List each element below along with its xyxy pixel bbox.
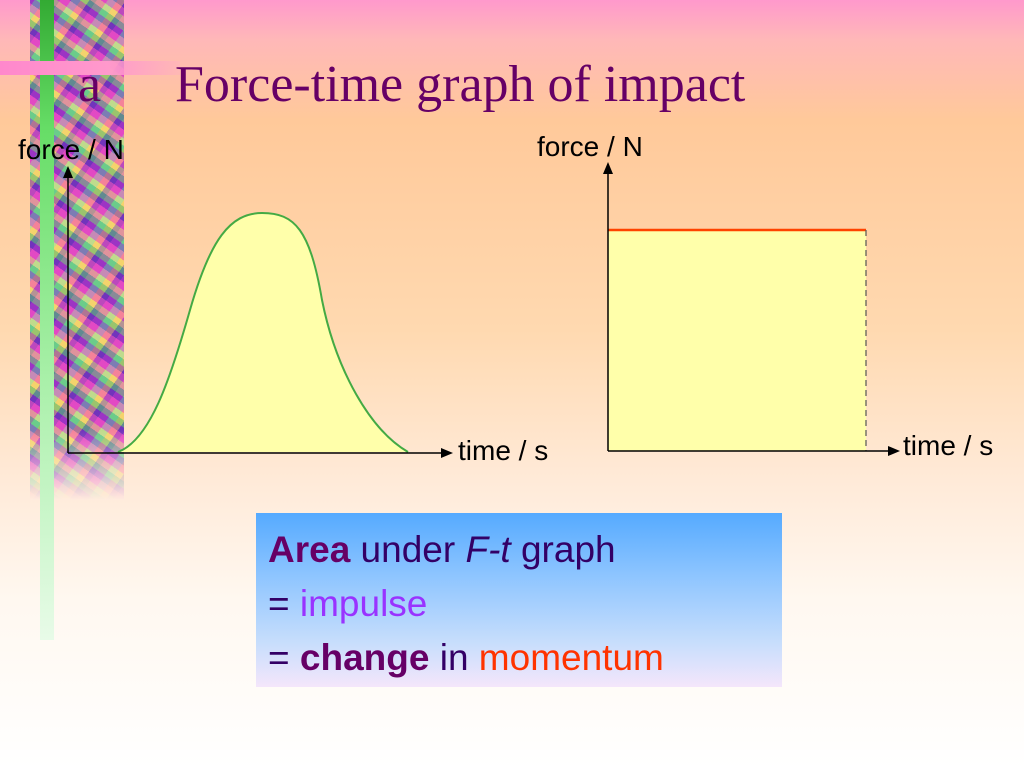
slide-title: a Force-time graph of impact	[78, 50, 838, 120]
right-y-axis-arrow	[603, 162, 613, 174]
summary-line-3: = change in momentum	[268, 631, 770, 685]
right-graph-y-label: force / N	[537, 131, 643, 162]
constant-force-area	[608, 230, 866, 451]
under-word: under	[350, 529, 466, 570]
equals-sign: =	[268, 583, 300, 624]
impact-curve	[117, 211, 409, 453]
ft-symbol: F-t	[465, 529, 511, 570]
summary-line-2: = impulse	[268, 577, 770, 631]
right-graph	[603, 162, 900, 456]
summary-line-1: Area under F-t graph	[268, 523, 770, 577]
title-text: Force-time graph of impact	[175, 56, 746, 113]
summary-box: Area under F-t graph = impulse = change …	[256, 513, 782, 687]
left-x-axis-arrow	[441, 448, 453, 458]
left-y-axis-arrow	[63, 166, 73, 178]
decorative-vertical-bar	[40, 0, 54, 640]
graph-word: graph	[510, 529, 616, 570]
area-word: Area	[268, 529, 351, 570]
impact-curve-area	[118, 213, 408, 452]
equals-sign: =	[268, 637, 300, 678]
decorative-horizontal-bar	[0, 61, 180, 75]
in-word: in	[429, 637, 479, 678]
left-graph-x-label: time / s	[458, 435, 549, 466]
momentum-word: momentum	[478, 637, 664, 678]
change-word: change	[299, 637, 430, 678]
section-letter: a	[78, 56, 102, 113]
left-graph-y-label: force / N	[18, 134, 124, 165]
left-graph	[63, 166, 453, 458]
right-graph-x-label: time / s	[903, 430, 994, 461]
impulse-word: impulse	[299, 583, 428, 624]
right-x-axis-arrow	[888, 446, 900, 456]
